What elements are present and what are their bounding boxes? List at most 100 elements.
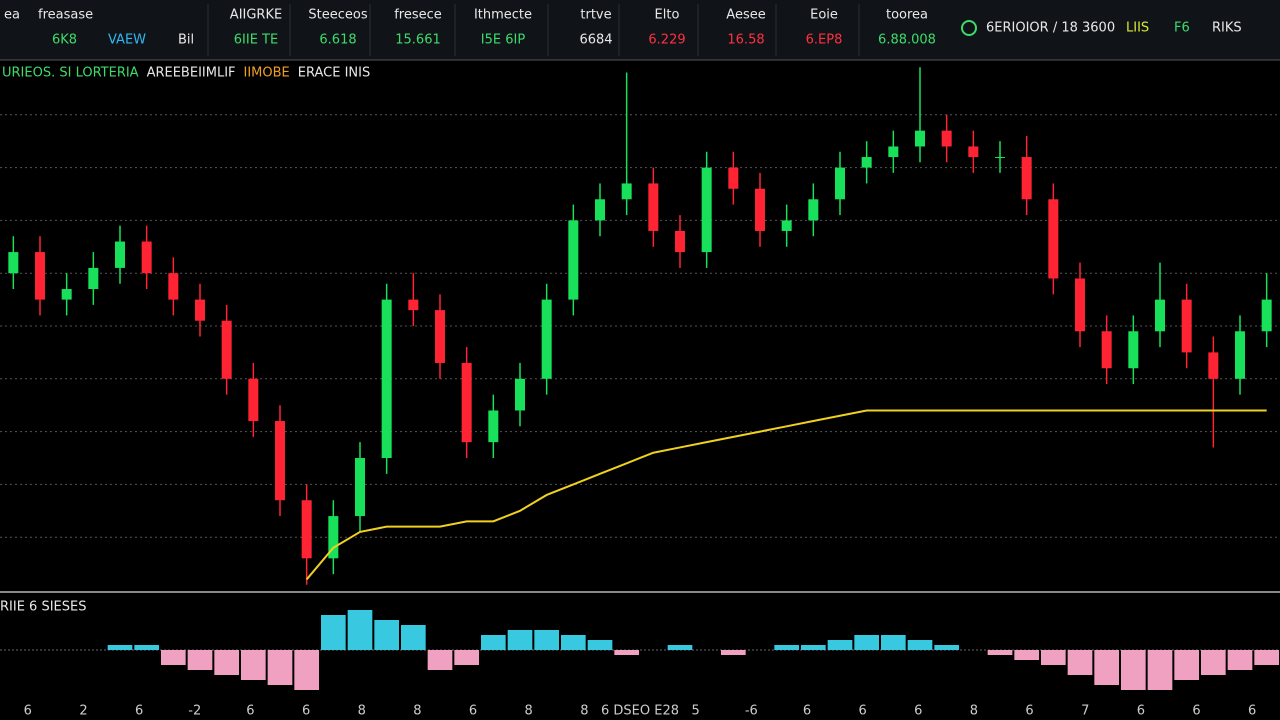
candle-body (461, 362, 472, 443)
x-axis-label: 7 (1081, 704, 1089, 719)
column-label: fresece (394, 8, 442, 23)
histogram-bar (561, 635, 586, 650)
column-label: Ithmecte (474, 8, 532, 23)
histogram-bar (587, 640, 613, 650)
candle-body (701, 167, 712, 253)
column-label: Eoie (810, 8, 838, 23)
histogram-bar (267, 650, 293, 685)
histogram-bar (1067, 650, 1093, 675)
header-value: 6K8 (52, 33, 77, 48)
x-axis-label: 6 (1248, 704, 1256, 719)
candle-body (515, 378, 525, 411)
legend-text: IIMOBE (244, 66, 290, 81)
candle-body (1181, 299, 1192, 353)
x-axis-label: 8 (525, 704, 533, 719)
histogram-bar (134, 645, 159, 650)
candle-body (488, 410, 499, 443)
candle-body (408, 299, 419, 311)
candle-body (728, 167, 739, 189)
candle-body (808, 199, 819, 221)
histogram-bar (107, 645, 133, 650)
column-value: 6.EP8 (806, 33, 843, 48)
column-label: Steeceos (308, 8, 367, 23)
histogram-bar (374, 620, 399, 650)
candle-body (1155, 299, 1165, 332)
candle-body (968, 146, 979, 158)
candle-body (941, 130, 952, 147)
candle-body (115, 241, 125, 268)
candle-body (1075, 278, 1085, 332)
x-axis-label: 6 (246, 704, 254, 719)
histogram-bar (294, 650, 319, 690)
histogram-bar (854, 635, 879, 650)
histogram-bar (881, 635, 906, 650)
candle-body (328, 516, 339, 559)
x-axis-label: 6 (858, 704, 866, 719)
candle-body (541, 299, 552, 379)
histogram-bar (827, 640, 853, 650)
x-axis-label: 8 (970, 704, 978, 719)
x-axis-label: 6 (914, 704, 922, 719)
histogram-bar (721, 650, 746, 655)
candle-body (755, 188, 765, 231)
candle-body (595, 199, 605, 221)
candle-body (621, 183, 632, 200)
candle-body (301, 500, 312, 559)
candle-body (195, 299, 205, 321)
histogram-bar (427, 650, 453, 670)
candle-body (35, 252, 45, 300)
column-label: trtve (580, 8, 611, 23)
candle-body (435, 310, 445, 363)
header-right: LIIS (1126, 21, 1149, 36)
histogram-bar (1121, 650, 1146, 690)
histogram-bar (934, 645, 959, 650)
histogram-bar (987, 650, 1013, 655)
candle-body (1208, 352, 1219, 379)
legend-text: URIEOS. SI LORTERIA (2, 66, 139, 81)
histogram-bar (774, 645, 799, 650)
x-axis-label: 6 (1192, 704, 1200, 719)
candle-body (275, 421, 285, 501)
candle-body (1021, 157, 1032, 200)
candle-body (141, 241, 152, 274)
column-value: 6.229 (648, 33, 685, 48)
x-axis-label: 8 (580, 704, 588, 719)
column-value: 6.88.008 (878, 33, 936, 48)
candle-body (888, 146, 899, 158)
candle-body (835, 167, 845, 200)
histogram-bar (1094, 650, 1119, 685)
legend-text: AREEBEIIMLIF (147, 66, 236, 81)
column-value: 16.58 (727, 33, 764, 48)
histogram-bar (187, 650, 213, 670)
candle-body (61, 289, 72, 300)
histogram-bar (614, 650, 639, 655)
histogram-bar (801, 645, 826, 650)
histogram-bar (241, 650, 266, 680)
header-bar (0, 0, 1280, 60)
histogram-bar (1014, 650, 1039, 660)
column-label: Elto (655, 8, 680, 23)
legend-text: ERACE INIS (298, 66, 370, 81)
candle-body (1101, 331, 1112, 369)
candle-body (355, 458, 365, 517)
moving-average (305, 409, 1267, 581)
histogram-bar (1227, 650, 1253, 670)
header-right: 6ERIOIOR / 18 3600 (986, 21, 1115, 36)
candle-body (1261, 299, 1272, 332)
column-value: 6684 (579, 33, 612, 48)
column-value: I5E 6IP (481, 33, 526, 48)
histogram-bar (481, 635, 506, 650)
histogram-bar (214, 650, 239, 675)
x-axis-label: 6 (135, 704, 143, 719)
histogram-bar (454, 650, 479, 665)
histogram-bar (667, 645, 693, 650)
x-axis-label: 6 DSEO E28 (601, 704, 679, 719)
candle-body (221, 320, 232, 379)
histogram-bar (321, 615, 346, 650)
column-label: Aesee (726, 8, 765, 23)
candle-body (88, 267, 99, 290)
histogram-bar (1174, 650, 1199, 680)
x-axis-label: 6 (302, 704, 310, 719)
